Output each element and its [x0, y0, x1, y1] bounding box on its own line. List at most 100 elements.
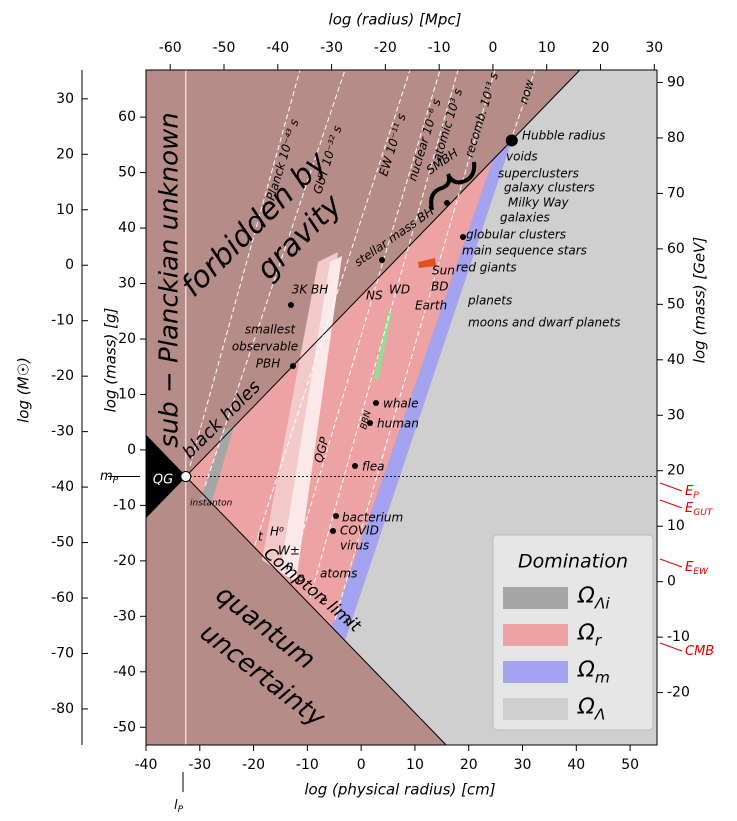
legend-label-sub: m	[595, 668, 610, 686]
arrow	[659, 499, 683, 509]
legend-label: Ωr	[577, 621, 603, 649]
object-label: moons and dwarf planets	[468, 316, 620, 330]
marker-label: EGUT	[685, 501, 714, 518]
tick-label: 0	[65, 257, 74, 273]
legend-label-main: Ω	[577, 621, 595, 646]
epoch-line	[309, 69, 459, 599]
object-label: observable	[232, 340, 298, 354]
plot-frame	[145, 69, 658, 746]
tick-label: 80	[667, 130, 685, 146]
tick-label: 50	[118, 165, 136, 181]
tick-label: -80	[51, 701, 74, 717]
tick-label: -10	[428, 40, 451, 56]
pale-stripe	[280, 256, 342, 582]
axis-title: log (mass) [g]	[102, 307, 120, 412]
object-dot	[379, 257, 385, 263]
lambda-inflation-region	[200, 426, 234, 502]
object-label: NS	[366, 289, 383, 303]
object-label: superclusters	[498, 167, 579, 181]
tick-label: 0	[488, 40, 497, 56]
tick-label: 0	[127, 442, 136, 458]
tick-label: 10	[667, 518, 685, 534]
tick-label: -10	[113, 497, 136, 513]
tick-label: 20	[56, 146, 74, 162]
tick-label: 0	[667, 574, 676, 590]
tick-label: -20	[667, 685, 690, 701]
tick-label: 50	[667, 296, 685, 312]
legend-label: ΩΛi	[577, 584, 610, 612]
object-dot	[288, 302, 294, 308]
object-label: 3K BH	[292, 283, 329, 297]
object-label: virus	[340, 539, 369, 553]
axis-title: log (physical radius) [cm]	[304, 781, 495, 799]
tick-label: -70	[51, 645, 74, 661]
object-label: instanton	[190, 499, 233, 509]
marker-label-sub: P	[113, 475, 119, 485]
legend-label-main: Ω	[577, 658, 595, 683]
object-label: t	[258, 530, 264, 544]
tick-label: 0	[357, 757, 366, 773]
legend-label: ΩΛ	[577, 695, 605, 723]
object-dot	[373, 400, 379, 406]
marker-label: mP	[100, 469, 119, 486]
object-dot	[333, 513, 339, 519]
tick-label: 90	[667, 74, 685, 90]
tick-label: -10	[667, 629, 690, 645]
compton-limit	[145, 435, 447, 746]
object-dot	[330, 528, 336, 534]
epoch-line	[204, 69, 346, 487]
epoch-label: now	[516, 78, 537, 106]
object-label: Sun	[432, 264, 455, 278]
tick-label: -20	[51, 368, 74, 384]
tick-label: 40	[667, 352, 685, 368]
marker-label-main: l	[174, 798, 178, 813]
object-label: Hubble radius	[522, 129, 606, 143]
tick-label: 30	[667, 407, 685, 423]
tick-label: 40	[567, 757, 585, 773]
object-label: W±	[278, 544, 300, 558]
marker-label: CMB	[685, 644, 714, 659]
tick-label: -20	[113, 553, 136, 569]
tick-label: -50	[51, 535, 74, 551]
epoch-line	[254, 69, 411, 546]
planck-point	[180, 471, 192, 483]
object-label: ν	[345, 615, 352, 629]
marker-label: lP	[174, 798, 184, 815]
object-label: PBH	[256, 357, 281, 371]
tick-label: -40	[266, 40, 289, 56]
object-label: bacterium	[342, 511, 403, 525]
tick-label: 30	[56, 91, 74, 107]
tick-label: -40	[51, 479, 74, 495]
object-label: whale	[383, 397, 419, 411]
tick-label: -20	[242, 757, 265, 773]
legend-label: Ωm	[577, 658, 610, 686]
legend-label-main: Ω	[577, 695, 595, 720]
tick-label: -30	[188, 757, 211, 773]
region-label: sub − Planckian unknown	[155, 112, 185, 448]
object-label: atoms	[320, 567, 357, 581]
tick-label: -30	[51, 424, 74, 440]
legend-label-main: Ω	[577, 584, 595, 609]
hubble-point	[505, 134, 518, 147]
region-label: QGP	[311, 435, 331, 464]
tick-label: 10	[406, 757, 424, 773]
object-label: voids	[506, 150, 538, 164]
object-label: globular clusters	[466, 228, 566, 242]
object-label: e	[320, 594, 327, 608]
quantum-gravity-region	[146, 435, 186, 518]
matter-region	[331, 140, 512, 641]
decorations	[108, 69, 683, 792]
radiation-region	[185, 159, 493, 627]
marker-label-sub: P	[178, 804, 184, 814]
object-label: flea	[362, 460, 385, 474]
object-label: BD	[431, 280, 448, 294]
tick-label: 50	[621, 757, 639, 773]
marker-label-main: E	[685, 560, 694, 575]
tick-label: -30	[113, 608, 136, 624]
object-label: H⁰	[270, 525, 284, 539]
tick-label: 10	[538, 40, 556, 56]
object-label: planets	[467, 294, 512, 308]
arrow	[659, 642, 683, 652]
